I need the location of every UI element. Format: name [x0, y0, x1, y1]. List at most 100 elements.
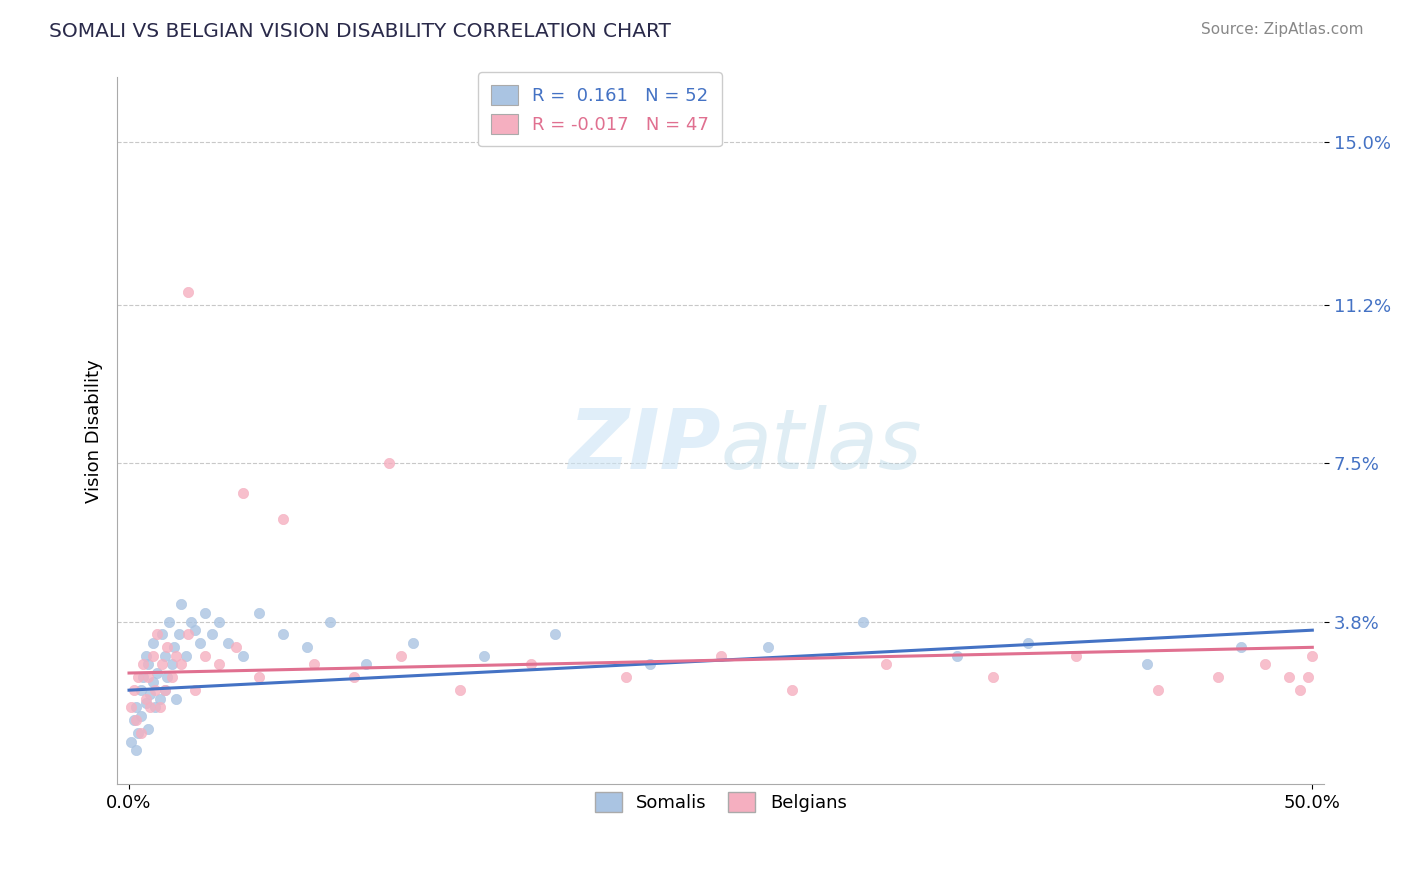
Point [184, 623, 207, 637]
Point [208, 615, 231, 629]
Point [163, 640, 186, 655]
Point [1017, 636, 1039, 650]
Point [153, 648, 176, 663]
Point [247, 606, 270, 620]
Point [319, 615, 342, 629]
Point [170, 657, 193, 672]
Point [156, 670, 179, 684]
Point [271, 512, 294, 526]
Point [136, 670, 159, 684]
Text: atlas: atlas [721, 405, 922, 485]
Point [132, 657, 155, 672]
Point [125, 700, 148, 714]
Point [217, 636, 239, 650]
Point [142, 648, 165, 663]
Point [449, 683, 471, 698]
Point [160, 657, 183, 672]
Point [139, 700, 162, 714]
Point [142, 636, 165, 650]
Point [174, 648, 197, 663]
Point [1206, 670, 1229, 684]
Point [153, 683, 176, 698]
Point [177, 627, 200, 641]
Point [780, 683, 803, 698]
Point [132, 670, 155, 684]
Point [614, 670, 637, 684]
Point [120, 734, 142, 748]
Point [146, 666, 169, 681]
Point [1254, 657, 1277, 672]
Point [638, 657, 661, 672]
Point [143, 700, 166, 714]
Point [136, 657, 159, 672]
Point [135, 648, 157, 663]
Point [170, 598, 193, 612]
Point [389, 648, 412, 663]
Point [208, 657, 231, 672]
Point [343, 670, 366, 684]
Point [472, 648, 495, 663]
Point [127, 726, 149, 740]
Point [165, 648, 187, 663]
Text: SOMALI VS BELGIAN VISION DISABILITY CORRELATION CHART: SOMALI VS BELGIAN VISION DISABILITY CORR… [49, 22, 671, 41]
Point [150, 627, 173, 641]
Point [122, 713, 145, 727]
Point [129, 726, 152, 740]
Point [875, 657, 897, 672]
Point [188, 636, 211, 650]
Point [354, 657, 377, 672]
Point [402, 636, 425, 650]
Point [180, 615, 202, 629]
Point [142, 674, 165, 689]
Point [981, 670, 1004, 684]
Point [127, 670, 149, 684]
Point [232, 486, 254, 500]
Point [544, 627, 567, 641]
Point [135, 691, 157, 706]
Point [1064, 648, 1087, 663]
Point [125, 743, 148, 757]
Point [160, 670, 183, 684]
Point [378, 456, 401, 470]
Point [1147, 683, 1170, 698]
Point [194, 648, 217, 663]
Point [156, 640, 179, 655]
Point [139, 688, 162, 702]
Point [756, 640, 779, 655]
Point [165, 691, 187, 706]
Point [271, 627, 294, 641]
Point [710, 648, 733, 663]
Point [247, 670, 270, 684]
Point [135, 696, 157, 710]
Text: ZIP: ZIP [568, 405, 721, 485]
Point [146, 627, 169, 641]
Point [129, 709, 152, 723]
Point [946, 648, 969, 663]
Point [201, 627, 224, 641]
Point [232, 648, 254, 663]
Point [1136, 657, 1159, 672]
Point [136, 722, 159, 736]
Point [149, 691, 172, 706]
Point [1230, 640, 1253, 655]
Point [1301, 648, 1323, 663]
Legend: Somalis, Belgians: Somalis, Belgians [582, 780, 859, 825]
Point [122, 683, 145, 698]
Point [520, 657, 543, 672]
Point [302, 657, 325, 672]
Point [120, 700, 142, 714]
Point [852, 615, 875, 629]
Point [157, 615, 180, 629]
Point [167, 627, 190, 641]
Point [125, 713, 148, 727]
Point [1278, 670, 1301, 684]
Point [1296, 670, 1319, 684]
Point [295, 640, 318, 655]
Point [150, 657, 173, 672]
Point [143, 683, 166, 698]
Point [1289, 683, 1312, 698]
Point [184, 683, 207, 698]
Y-axis label: Vision Disability: Vision Disability [86, 359, 103, 503]
Text: Source: ZipAtlas.com: Source: ZipAtlas.com [1201, 22, 1364, 37]
Point [177, 285, 200, 299]
